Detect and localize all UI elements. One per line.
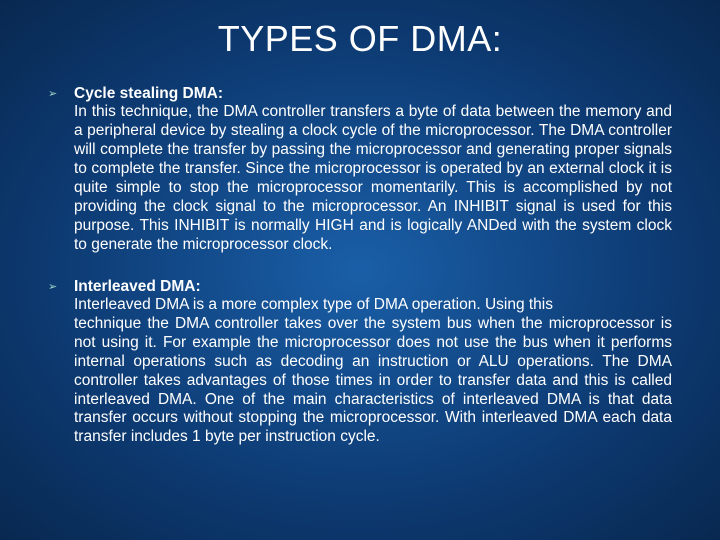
bullet-list: ➢ Cycle stealing DMA: In this technique,… [48,84,672,447]
bullet-heading: Interleaved DMA: [74,277,672,296]
bullet-marker-icon: ➢ [48,280,57,293]
bullet-body: Interleaved DMA is a more complex type o… [74,296,672,447]
bullet-item: ➢ Cycle stealing DMA: In this technique,… [48,84,672,255]
bullet-body-text: technique the DMA controller takes over … [74,315,672,445]
bullet-marker-icon: ➢ [48,87,57,100]
bullet-heading: Cycle stealing DMA: [74,84,672,103]
slide-container: TYPES OF DMA: ➢ Cycle stealing DMA: In t… [0,0,720,540]
bullet-lead-line: Interleaved DMA is a more complex type o… [74,296,672,315]
slide-title: TYPES OF DMA: [48,18,672,60]
bullet-body: In this technique, the DMA controller tr… [74,103,672,254]
bullet-body-text: In this technique, the DMA controller tr… [74,103,672,252]
bullet-item: ➢ Interleaved DMA: Interleaved DMA is a … [48,277,672,448]
